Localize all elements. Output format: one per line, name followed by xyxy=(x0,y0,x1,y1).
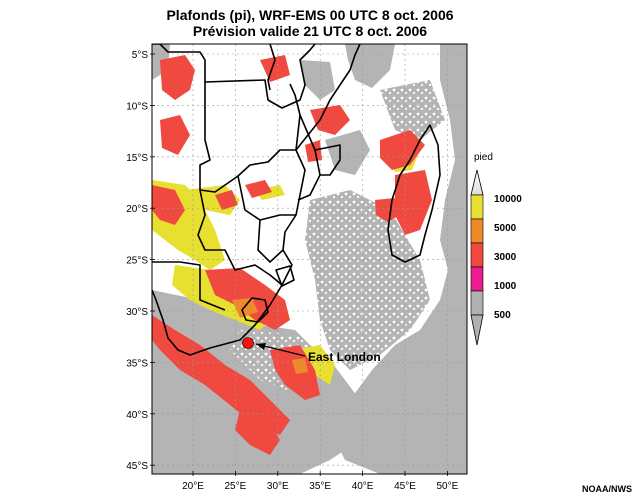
legend-color-box xyxy=(470,242,484,268)
latitude-label: 15°S xyxy=(126,153,148,164)
ceiling-orange-layer xyxy=(232,298,308,374)
map-title-line1: Plafonds (pi), WRF-EMS 00 UTC 8 oct. 200… xyxy=(166,7,454,23)
longitude-label: 25°E xyxy=(225,481,247,492)
latitude-labels: 5°S 10°S 15°S 20°S 25°S 30°S 35°S 40°S 45°S xyxy=(126,50,155,472)
legend-level-label: 5000 xyxy=(494,223,517,234)
legend-level-label: 3000 xyxy=(494,252,517,263)
longitude-label: 30°E xyxy=(267,481,289,492)
east-london-annotation: East London xyxy=(242,337,381,364)
latitude-label: 5°S xyxy=(132,50,149,61)
credit-label: NOAA/NWS xyxy=(582,484,632,494)
lat-lon-gridlines xyxy=(152,44,467,474)
legend-color-box xyxy=(470,266,484,292)
arrow-head xyxy=(256,343,266,350)
longitude-labels: 20°E 25°E 30°E 35°E 40°E 45°E 50°E xyxy=(182,471,459,492)
latitude-label: 35°S xyxy=(126,358,148,369)
coastlines-and-borders xyxy=(152,44,441,356)
legend-color-box xyxy=(470,218,484,244)
longitude-label: 50°E xyxy=(437,481,459,492)
latitude-label: 20°S xyxy=(126,204,148,215)
ceiling-legend: pied 10000 5000 3000 1000 500 xyxy=(470,152,522,346)
longitude-label: 40°E xyxy=(352,481,374,492)
legend-unit: pied xyxy=(474,152,493,163)
map-title-line2: Prévision valide 21 UTC 8 oct. 2006 xyxy=(192,23,428,39)
speckled-cloud-layer xyxy=(230,80,445,395)
latitude-label: 40°S xyxy=(126,410,148,421)
east-london-label: East London xyxy=(308,350,381,364)
legend-level-label: 1000 xyxy=(494,281,517,292)
legend-color-box xyxy=(470,194,484,220)
latitude-label: 30°S xyxy=(126,307,148,318)
map-frame xyxy=(151,43,468,475)
legend-level-label: 500 xyxy=(494,310,511,321)
longitude-label: 35°E xyxy=(309,481,331,492)
legend-top-arrow xyxy=(470,169,484,196)
east-london-marker xyxy=(242,337,254,349)
legend-color-box xyxy=(470,290,484,316)
latitude-label: 10°S xyxy=(126,101,148,112)
longitude-label: 20°E xyxy=(182,481,204,492)
latitude-label: 25°S xyxy=(126,256,148,267)
legend-bottom-arrow xyxy=(470,314,484,346)
longitude-label: 45°E xyxy=(394,481,416,492)
latitude-label: 45°S xyxy=(126,461,148,472)
legend-level-label: 10000 xyxy=(494,194,522,205)
